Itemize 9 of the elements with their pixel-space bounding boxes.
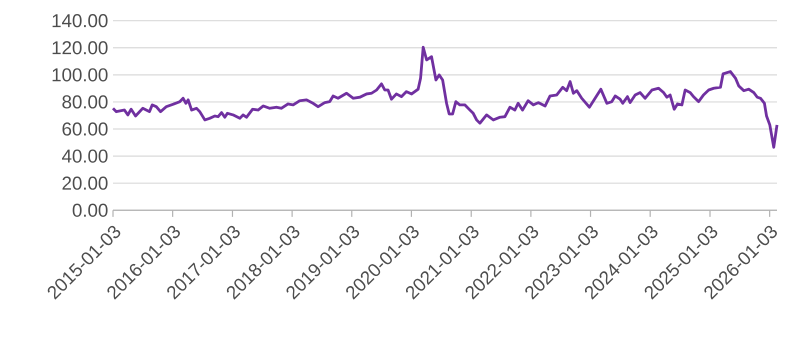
y-tick-label: 20.00 xyxy=(62,176,108,190)
y-tick-label: 100.00 xyxy=(52,68,108,82)
y-tick-label: 0.00 xyxy=(72,204,108,217)
y-tick-label: 120.00 xyxy=(52,41,108,54)
y-tick-label: 80.00 xyxy=(62,95,108,109)
y-tick-label: 140.00 xyxy=(52,14,108,28)
y-tick-label: 60.00 xyxy=(62,122,108,136)
line-series xyxy=(112,46,778,149)
y-tick-label: 40.00 xyxy=(62,149,108,163)
